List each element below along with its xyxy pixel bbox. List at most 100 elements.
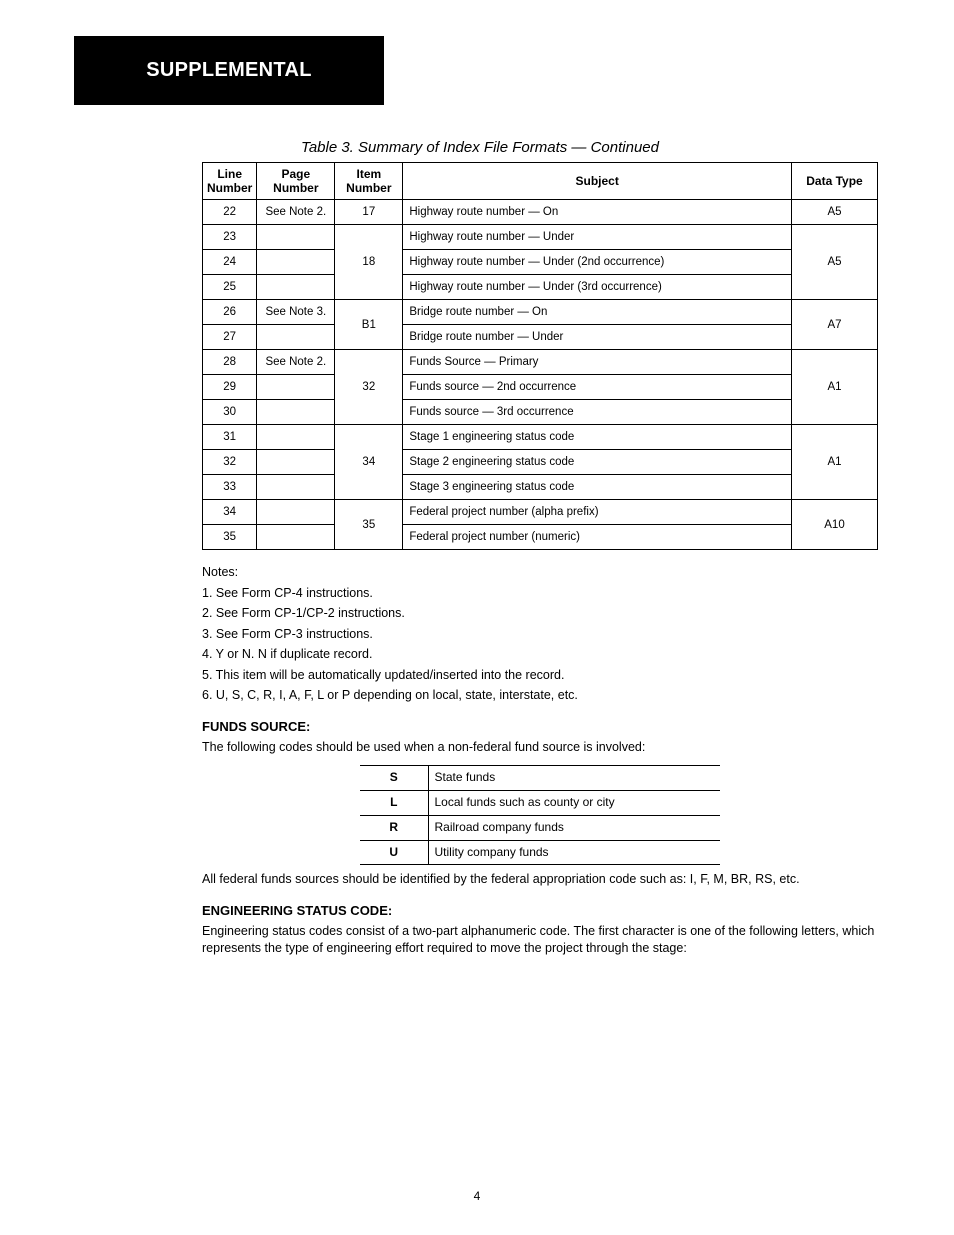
cell-line-number: 28: [203, 350, 257, 375]
cell-subject: Bridge route number — Under: [403, 325, 792, 350]
cell-subject: Highway route number — On: [403, 200, 792, 225]
cell-subject: Federal project number (alpha prefix): [403, 500, 792, 525]
cell-line-number: 25: [203, 275, 257, 300]
funds-table: SState fundsLLocal funds such as county …: [360, 765, 720, 865]
cell-line-number: 22: [203, 200, 257, 225]
table-row: 32 Stage 2 engineering status code: [203, 450, 878, 475]
cell-page-number: [257, 425, 335, 450]
main-table-header-row: Line Number Page Number Item Number Subj…: [203, 163, 878, 200]
eng-status-text: Engineering status codes consist of a tw…: [202, 923, 878, 956]
cell-line-number: 32: [203, 450, 257, 475]
cell-subject: Bridge route number — On: [403, 300, 792, 325]
cell-line-number: 34: [203, 500, 257, 525]
cell-subject: Funds source — 2nd occurrence: [403, 375, 792, 400]
cell-subject: Funds source — 3rd occurrence: [403, 400, 792, 425]
cell-page-number: [257, 400, 335, 425]
cell-page-number: [257, 450, 335, 475]
funds-desc: Railroad company funds: [428, 815, 720, 840]
table-row: 24Highway route number — Under (2nd occu…: [203, 250, 878, 275]
cell-subject: Funds Source — Primary: [403, 350, 792, 375]
funds-code: S: [360, 766, 428, 791]
cell-item-number: 18: [335, 225, 403, 300]
funds-desc: Utility company funds: [428, 840, 720, 865]
funds-row: SState funds: [360, 766, 720, 791]
table-title: Table 3. Summary of Index File Formats —…: [74, 139, 886, 156]
col-header-data-type: Data Type: [792, 163, 878, 200]
cell-data-type: A5: [792, 225, 878, 300]
cell-page-number: [257, 500, 335, 525]
cell-page-number: [257, 375, 335, 400]
eng-status-title: ENGINEERING STATUS CODE:: [202, 902, 878, 919]
funds-block: FUNDS SOURCE: The following codes should…: [202, 718, 878, 888]
header-supplemental-box: SUPPLEMENTAL: [74, 36, 384, 105]
funds-desc: State funds: [428, 766, 720, 791]
funds-desc: Local funds such as county or city: [428, 790, 720, 815]
cell-page-number: [257, 325, 335, 350]
cell-subject: Highway route number — Under (3rd occurr…: [403, 275, 792, 300]
cell-data-type: A7: [792, 300, 878, 350]
cell-page-number: [257, 250, 335, 275]
cell-line-number: 23: [203, 225, 257, 250]
cell-data-type: A5: [792, 200, 878, 225]
eng-status-block: ENGINEERING STATUS CODE: Engineering sta…: [202, 902, 878, 956]
col-header-item-number: Item Number: [335, 163, 403, 200]
cell-page-number: [257, 475, 335, 500]
table-row: 22See Note 2.17Highway route number — On…: [203, 200, 878, 225]
cell-line-number: 29: [203, 375, 257, 400]
table-row: 33 Stage 3 engineering status code: [203, 475, 878, 500]
cell-data-type: A10: [792, 500, 878, 550]
page-number: 4: [0, 1189, 954, 1203]
funds-code: L: [360, 790, 428, 815]
cell-subject: Stage 2 engineering status code: [403, 450, 792, 475]
col-header-subject: Subject: [403, 163, 792, 200]
funds-code: R: [360, 815, 428, 840]
table-row: 2318Highway route number — UnderA5: [203, 225, 878, 250]
cell-subject: Stage 3 engineering status code: [403, 475, 792, 500]
table-row: 3435Federal project number (alpha prefix…: [203, 500, 878, 525]
cell-line-number: 35: [203, 525, 257, 550]
cell-line-number: 33: [203, 475, 257, 500]
header-supplemental-label: SUPPLEMENTAL: [146, 59, 311, 82]
page: SUPPLEMENTAL Table 3. Summary of Index F…: [0, 0, 954, 1235]
cell-item-number: 34: [335, 425, 403, 500]
cell-page-number: See Note 3.: [257, 300, 335, 325]
cell-page-number: [257, 525, 335, 550]
cell-page-number: [257, 225, 335, 250]
notes-item: 1. See Form CP-4 instructions.: [202, 585, 878, 602]
notes-item: 2. See Form CP-1/CP-2 instructions.: [202, 605, 878, 622]
notes-item: 3. See Form CP-3 instructions.: [202, 626, 878, 643]
notes-block: Notes:1. See Form CP-4 instructions.2. S…: [202, 564, 878, 704]
cell-line-number: 30: [203, 400, 257, 425]
cell-item-number: 32: [335, 350, 403, 425]
table-row: 35 Federal project number (numeric): [203, 525, 878, 550]
col-header-line-number: Line Number: [203, 163, 257, 200]
funds-row: RRailroad company funds: [360, 815, 720, 840]
cell-page-number: See Note 2.: [257, 200, 335, 225]
cell-subject: Stage 1 engineering status code: [403, 425, 792, 450]
table-row: 3134Stage 1 engineering status codeA1: [203, 425, 878, 450]
table-row: 30 Funds source — 3rd occurrence: [203, 400, 878, 425]
col-header-page-number: Page Number: [257, 163, 335, 200]
notes-item: 4. Y or N. N if duplicate record.: [202, 646, 878, 663]
table-row: 29 Funds source — 2nd occurrence: [203, 375, 878, 400]
cell-page-number: [257, 275, 335, 300]
cell-item-number: 35: [335, 500, 403, 550]
cell-subject: Federal project number (numeric): [403, 525, 792, 550]
funds-code: U: [360, 840, 428, 865]
cell-data-type: A1: [792, 350, 878, 425]
table-row: 28See Note 2.32Funds Source — PrimaryA1: [203, 350, 878, 375]
cell-line-number: 27: [203, 325, 257, 350]
cell-item-number: 17: [335, 200, 403, 225]
cell-line-number: 26: [203, 300, 257, 325]
table-row: 25 Highway route number — Under (3rd occu…: [203, 275, 878, 300]
cell-line-number: 31: [203, 425, 257, 450]
cell-line-number: 24: [203, 250, 257, 275]
cell-page-number: See Note 2.: [257, 350, 335, 375]
funds-intro: The following codes should be used when …: [202, 739, 878, 756]
main-table-wrap: Line Number Page Number Item Number Subj…: [202, 162, 878, 550]
main-table: Line Number Page Number Item Number Subj…: [202, 162, 878, 550]
funds-row: UUtility company funds: [360, 840, 720, 865]
cell-item-number: B1: [335, 300, 403, 350]
funds-title: FUNDS SOURCE:: [202, 718, 878, 735]
funds-note-after: All federal funds sources should be iden…: [202, 871, 878, 888]
